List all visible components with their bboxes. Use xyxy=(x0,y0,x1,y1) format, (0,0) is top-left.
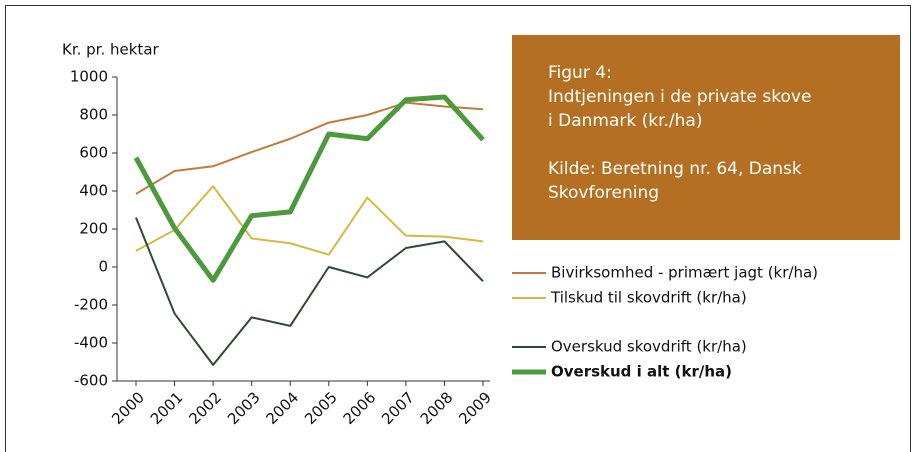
y-tick-label: -200 xyxy=(74,296,108,314)
y-tick-label: 600 xyxy=(79,144,108,162)
annotation-text: Kilde: Beretning nr. 64, Dansk xyxy=(548,159,802,179)
x-tick-label: 2007 xyxy=(378,388,418,428)
x-tick-label: 2002 xyxy=(185,388,225,428)
y-axis-label: Kr. pr. hektar xyxy=(62,41,160,59)
x-tick-label: 2000 xyxy=(108,388,148,428)
legend-label: Bivirksomhed - primært jagt (kr/ha) xyxy=(551,264,818,282)
y-tick-label: 800 xyxy=(79,106,108,124)
series-line xyxy=(135,217,484,366)
y-tick-label: 1000 xyxy=(70,68,108,86)
x-tick-label: 2008 xyxy=(417,388,457,428)
y-tick-label: 200 xyxy=(79,220,108,238)
annotation-box xyxy=(512,35,900,240)
x-tick-label: 2005 xyxy=(301,388,341,428)
series-line xyxy=(133,94,485,283)
x-tick-label: 2004 xyxy=(263,388,303,428)
y-tick-label: -400 xyxy=(74,334,108,352)
x-tick-label: 2006 xyxy=(340,388,380,428)
annotation-text: i Danmark (kr./ha) xyxy=(548,111,703,131)
y-tick-label: 400 xyxy=(79,182,108,200)
legend-label: Overskud skovdrift (kr/ha) xyxy=(551,338,747,356)
annotation-text: Indtjeningen i de private skove xyxy=(548,87,811,107)
legend-label: Tilskud til skovdrift (kr/ha) xyxy=(550,289,747,307)
y-tick-label: 0 xyxy=(98,258,108,276)
annotation-text: Figur 4: xyxy=(548,63,612,83)
x-tick-label: 2009 xyxy=(455,388,495,428)
annotation-text: Skovforening xyxy=(548,183,659,203)
legend-label: Overskud i alt (kr/ha) xyxy=(551,363,732,381)
series-line xyxy=(135,185,484,256)
x-tick-label: 2001 xyxy=(147,388,187,428)
series-line xyxy=(135,101,484,195)
frame xyxy=(5,5,911,452)
annotation: Figur 4: Indtjeningen i de private skove i… xyxy=(512,35,900,240)
y-tick-label: -600 xyxy=(74,372,108,390)
x-tick-label: 2003 xyxy=(224,388,264,428)
